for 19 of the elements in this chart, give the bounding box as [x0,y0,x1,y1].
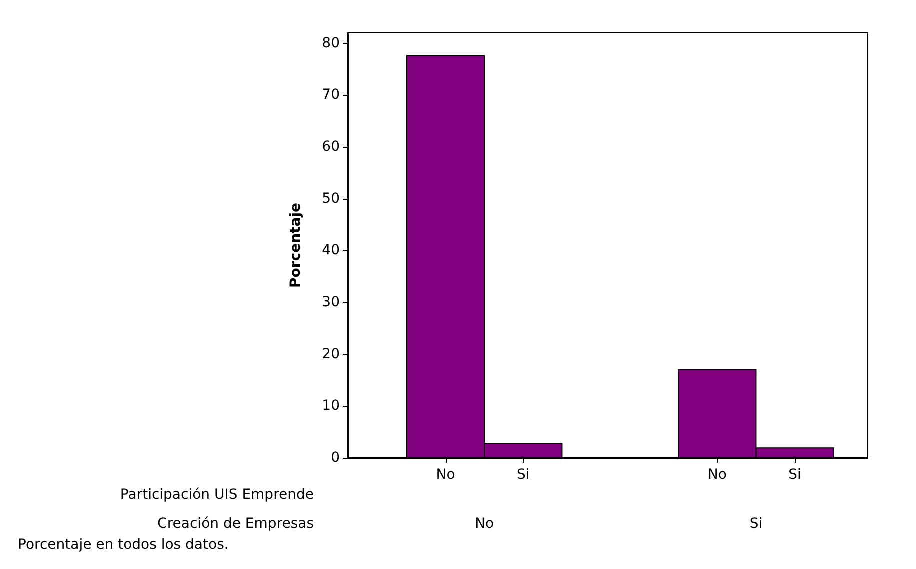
y-tick-label: 20 [322,346,340,362]
y-tick-label: 40 [322,242,340,259]
y-tick-label: 60 [322,139,340,156]
text: Si [750,516,763,532]
y-tick-label: 30 [322,294,340,311]
y-tick-label: 10 [322,398,340,414]
text: No [475,516,494,532]
x-tick-label: No [436,467,456,483]
y-tick-label: 50 [322,190,340,207]
x-tick-label: No [708,467,727,483]
y-tick-label: 70 [322,87,340,104]
y-tick-label: 0 [331,450,340,466]
text: Porcentaje en todos los datos. [18,537,229,553]
x-tick-label: Si [517,467,530,483]
text: Creación de Empresas [158,516,314,532]
x-axis-title: Participación UIS Emprende [120,487,314,503]
y-tick-label: 80 [322,35,340,52]
x-tick-label: Si [788,467,802,483]
y-axis-title: Porcentaje [288,203,304,288]
